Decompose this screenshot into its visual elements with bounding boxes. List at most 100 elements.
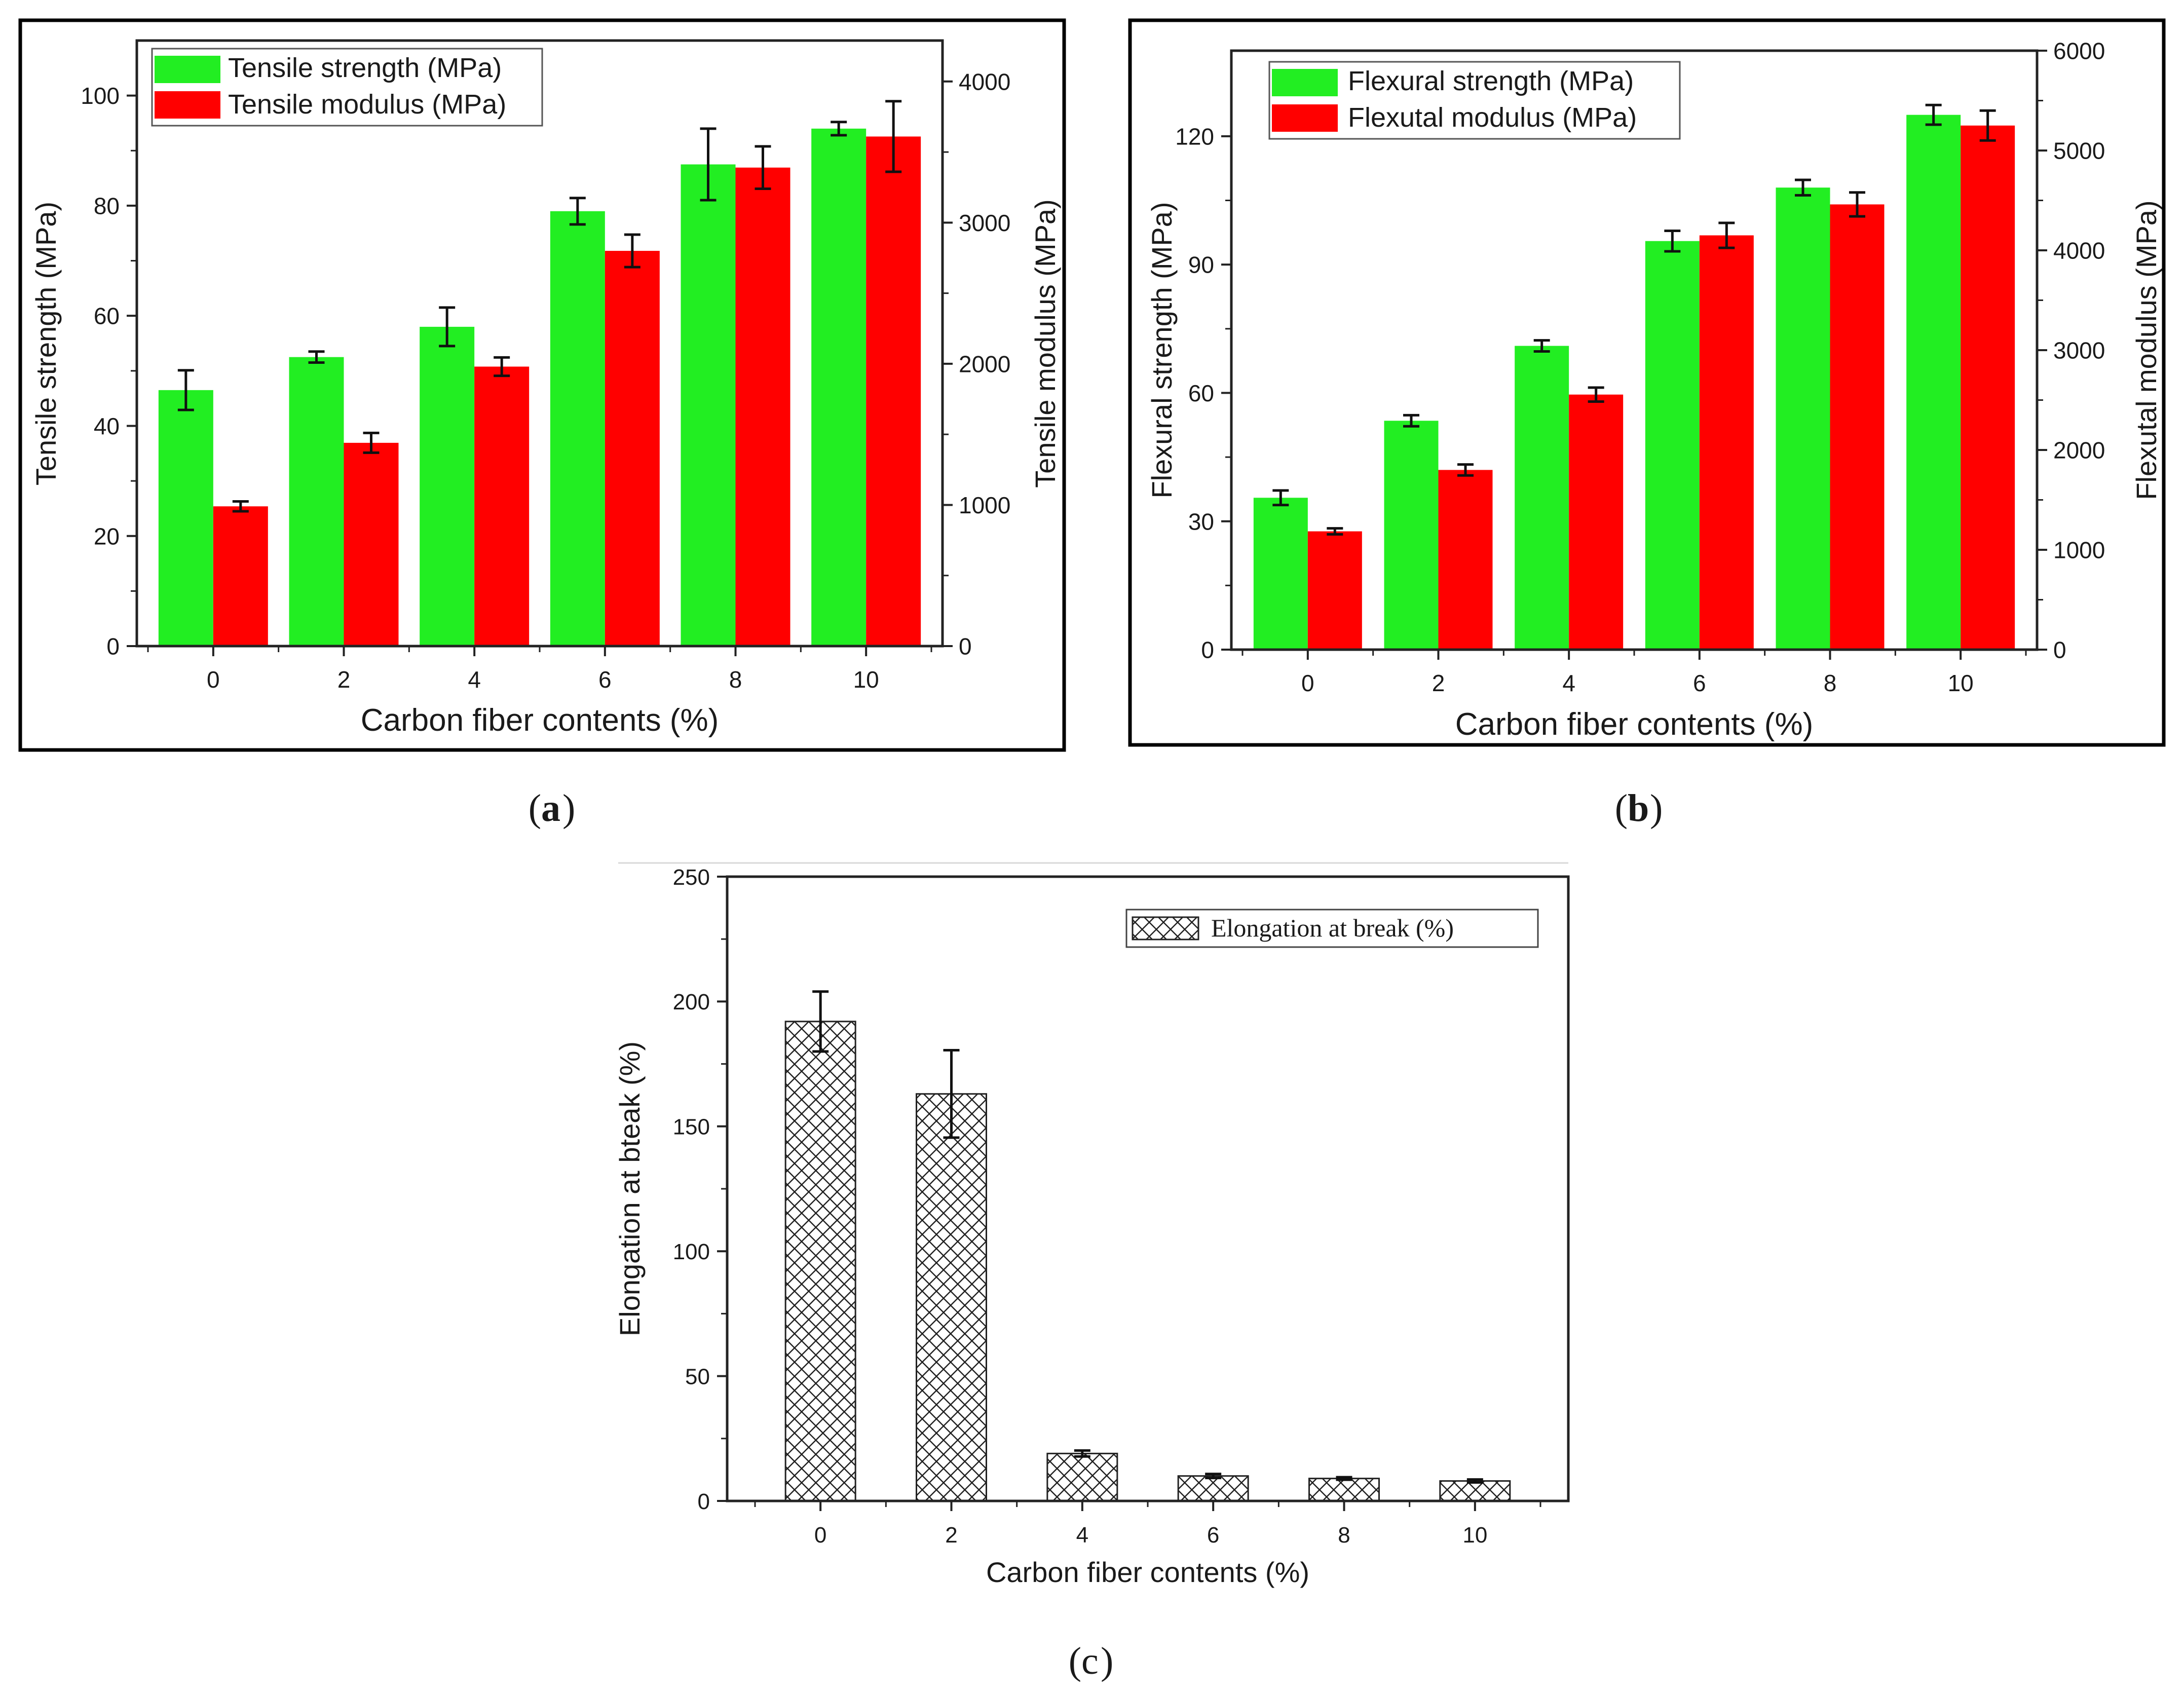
y-tick-label-left-b-30: 30 xyxy=(1188,508,1214,535)
error-bar-c-s0-4 xyxy=(1074,1449,1090,1458)
legend-swatch-flexutal-modulus xyxy=(1272,104,1338,132)
error-bar-a-s1-10 xyxy=(885,100,902,173)
error-bar-a-s0-2 xyxy=(308,350,325,364)
y-tick-label-left-b-60: 60 xyxy=(1188,380,1214,406)
error-bar-b-s0-2 xyxy=(1403,413,1419,428)
x-axis-title: Carbon fiber contents (%) xyxy=(986,1556,1309,1588)
x-tick-label-b-10: 10 xyxy=(1948,670,1974,696)
x-tick-label-b-2: 2 xyxy=(1432,670,1445,696)
error-bar-b-s0-0 xyxy=(1272,489,1289,507)
caption-c: ( c ) xyxy=(1069,1640,1114,1682)
legend-label-flexural-strength: Flexural strength (MPa) xyxy=(1348,66,1634,96)
caption-b-letter: b xyxy=(1628,787,1649,830)
y-tick-label-left-c-50: 50 xyxy=(685,1364,710,1389)
x-tick-label-b-4: 4 xyxy=(1562,670,1575,696)
caption-b: ( b ) xyxy=(1615,787,1663,830)
x-tick-label-c-2: 2 xyxy=(945,1523,957,1548)
bar-b-s0-0 xyxy=(1253,498,1308,650)
y-tick-label-left-c-200: 200 xyxy=(673,990,710,1014)
y-axis-title-left: Tensile strength (MPa) xyxy=(30,202,62,485)
error-bar-a-s0-6 xyxy=(569,197,586,226)
bar-b-s0-4 xyxy=(1515,346,1569,650)
bar-c-s0-0 xyxy=(784,1021,856,1502)
y-axis-title-right: Tensile modulus (MPa) xyxy=(1029,199,1061,488)
y-tick-label-left-b-90: 90 xyxy=(1188,252,1214,278)
bar-b-s0-2 xyxy=(1384,421,1439,650)
bar-c-s0-2 xyxy=(916,1093,987,1502)
y-tick-label-right-a-1000: 1000 xyxy=(959,492,1010,518)
bar-a-s1-6 xyxy=(605,251,660,646)
error-bar-a-s1-8 xyxy=(755,145,771,190)
legend-swatch-tensile-strength xyxy=(155,56,220,83)
y-tick-label-left-c-100: 100 xyxy=(673,1239,710,1264)
legend: Tensile strength (MPa) Tensile modulus (… xyxy=(151,48,543,127)
bar-a-s0-0 xyxy=(158,390,213,646)
error-bar-a-s1-6 xyxy=(624,233,641,269)
x-tick-label-b-0: 0 xyxy=(1301,670,1314,696)
error-bar-c-s0-8 xyxy=(1336,1476,1352,1481)
bar-a-s0-10 xyxy=(811,128,867,646)
error-bar-b-s0-8 xyxy=(1795,178,1811,197)
bar-c-s0-4 xyxy=(1046,1452,1118,1502)
bar-a-s0-6 xyxy=(550,211,605,647)
x-tick-label-a-10: 10 xyxy=(853,666,879,693)
bar-a-s1-4 xyxy=(474,366,530,646)
error-bar-a-s1-2 xyxy=(363,431,380,454)
x-tick-label-c-10: 10 xyxy=(1462,1523,1487,1548)
y-tick-label-left-c-0: 0 xyxy=(698,1489,710,1514)
bar-a-s1-0 xyxy=(213,506,268,646)
caption-a: ( a ) xyxy=(529,787,576,830)
x-tick-label-c-8: 8 xyxy=(1338,1523,1350,1548)
y-tick-label-left-c-150: 150 xyxy=(673,1115,710,1140)
legend-label-tensile-modulus: Tensile modulus (MPa) xyxy=(228,89,506,120)
legend: Elongation at break (%) xyxy=(1125,909,1539,948)
bar-b-s0-10 xyxy=(1906,115,1961,650)
legend-swatch-elongation xyxy=(1132,916,1199,940)
legend: Flexural strength (MPa) Flexutal modulus… xyxy=(1268,61,1681,140)
bar-c-s0-10 xyxy=(1439,1480,1511,1502)
error-bar-b-s1-10 xyxy=(1979,109,1996,142)
error-bar-b-s0-10 xyxy=(1925,103,1942,126)
bar-b-s1-8 xyxy=(1830,204,1885,650)
y-tick-label-right-b-4000: 4000 xyxy=(2053,238,2105,264)
bar-b-s1-0 xyxy=(1307,531,1362,650)
bar-b-s0-8 xyxy=(1776,187,1830,650)
error-bar-c-s0-0 xyxy=(812,990,829,1053)
bar-b-s0-6 xyxy=(1645,241,1700,650)
x-tick-label-b-6: 6 xyxy=(1693,670,1706,696)
error-bar-a-s0-0 xyxy=(177,369,194,411)
y-tick-label-left-a-100: 100 xyxy=(81,83,120,109)
y-axis-title: Elongation at bteak (%) xyxy=(614,1041,646,1336)
y-tick-label-right-b-5000: 5000 xyxy=(2053,138,2105,164)
y-axis-title-right: Flexutal modulus (MPa) xyxy=(2130,200,2162,500)
error-bar-a-s1-4 xyxy=(494,356,510,378)
bar-a-s0-2 xyxy=(289,357,344,646)
bar-a-s0-8 xyxy=(681,164,736,646)
error-bar-b-s1-4 xyxy=(1588,386,1604,403)
y-tick-label-right-b-1000: 1000 xyxy=(2053,537,2105,563)
x-tick-label-a-0: 0 xyxy=(207,666,220,693)
error-bar-b-s1-0 xyxy=(1327,527,1343,536)
x-axis-title: Carbon fiber contents (%) xyxy=(1455,707,1813,742)
x-tick-label-a-8: 8 xyxy=(729,666,742,693)
y-tick-label-left-a-0: 0 xyxy=(106,633,120,660)
bar-b-s1-4 xyxy=(1569,394,1624,650)
error-bar-a-s1-0 xyxy=(232,500,249,513)
y-tick-label-left-b-0: 0 xyxy=(1201,637,1214,663)
caption-c-letter: c xyxy=(1081,1640,1099,1682)
bar-b-s1-2 xyxy=(1438,470,1493,650)
error-bar-a-s0-8 xyxy=(700,127,717,202)
x-tick-label-b-8: 8 xyxy=(1824,670,1837,696)
bar-b-s1-10 xyxy=(1961,125,2015,650)
svg-text:(: ( xyxy=(1069,1640,1081,1682)
panel-b-chart: 0 2 4 6 8 10 0 30 60 90 120 0 1000 2000 3000 4000 5000 60… xyxy=(1128,18,2166,747)
y-tick-label-left-b-120: 120 xyxy=(1175,123,1214,149)
error-bar-b-s1-2 xyxy=(1457,463,1474,477)
bar-a-s1-10 xyxy=(866,136,921,646)
error-bar-a-s0-10 xyxy=(831,121,847,137)
y-tick-label-left-a-20: 20 xyxy=(94,523,120,549)
x-tick-label-c-6: 6 xyxy=(1207,1523,1219,1548)
bar-c-s0-8 xyxy=(1308,1478,1380,1502)
